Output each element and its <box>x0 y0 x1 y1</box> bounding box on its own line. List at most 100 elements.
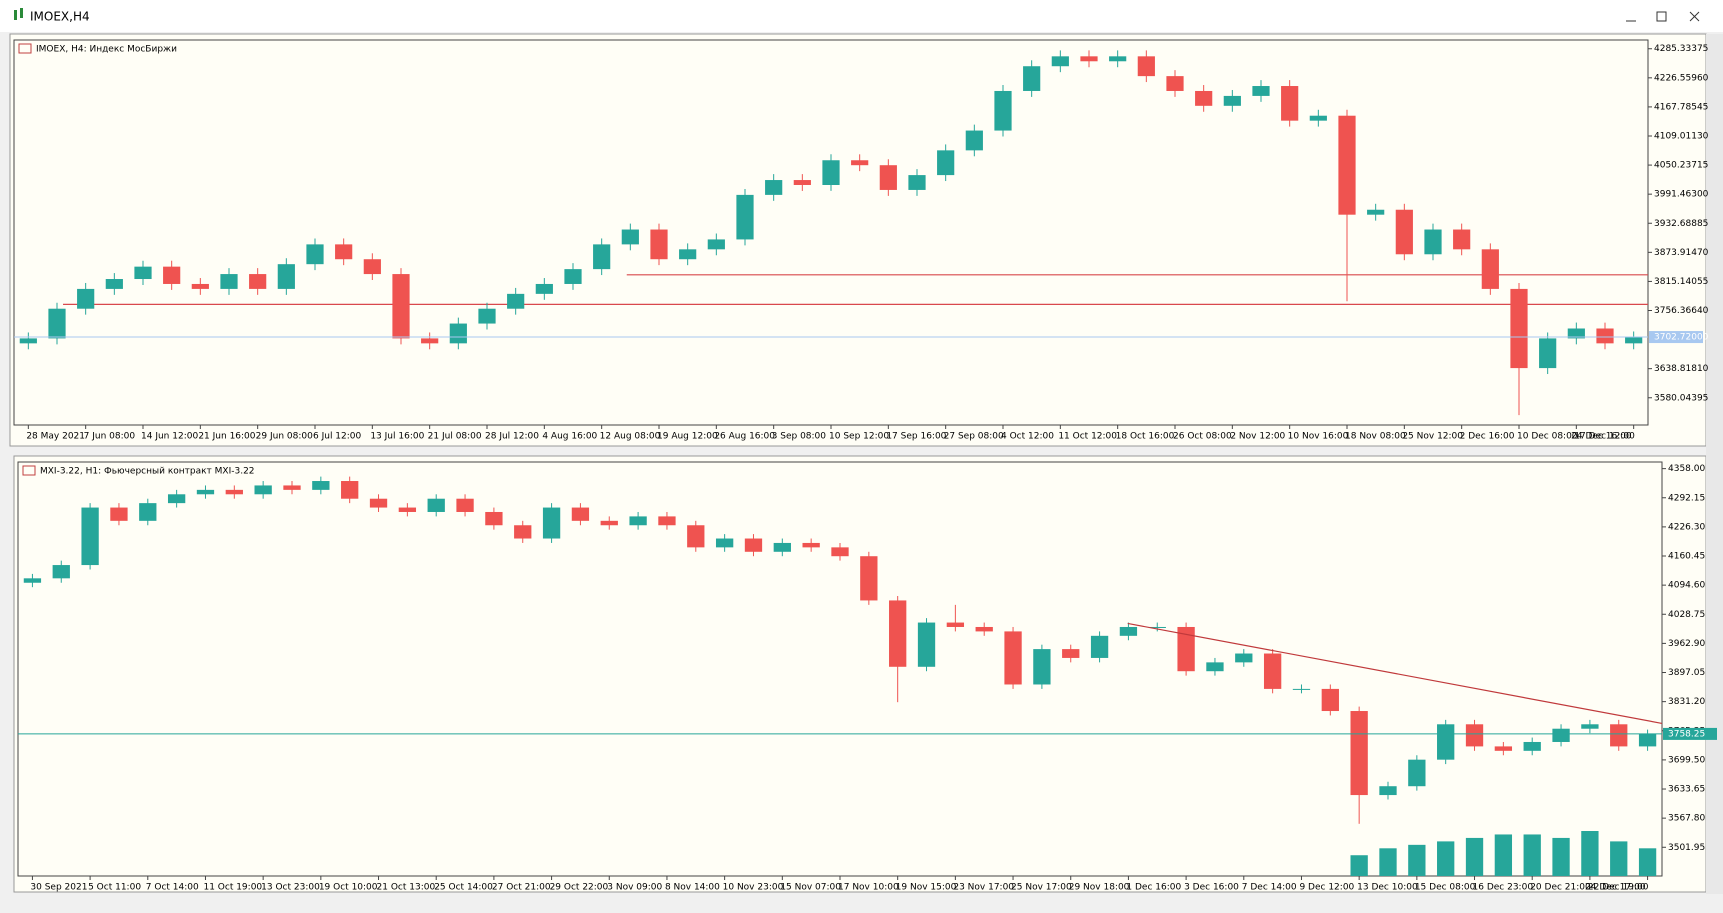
candle-body <box>1481 249 1499 289</box>
candle-body <box>542 507 561 539</box>
candle-body <box>629 516 647 526</box>
candle-body <box>449 323 467 344</box>
panel-1 <box>9 33 1707 447</box>
candle-body <box>341 481 359 499</box>
candle-body <box>564 269 582 284</box>
x-tick-label: 27 Oct 21:00 <box>492 883 551 893</box>
x-tick-label: 19 Nov 15:00 <box>896 883 957 893</box>
x-tick-label: 27 Sep 08:00 <box>944 432 1004 442</box>
chart-title: MXI-3.22, H1: Фьючерсный контракт MXI-3.… <box>40 467 255 477</box>
y-tick-label: 3633.65 <box>1668 785 1705 795</box>
x-tick-label: 24 Dec 16:00 <box>1571 432 1632 442</box>
y-tick-label: 3580.04395 <box>1654 393 1708 403</box>
candle-body <box>802 542 820 548</box>
y-tick-label: 3756.36640 <box>1654 306 1709 316</box>
volume-bar <box>1552 837 1570 876</box>
y-tick-label: 3638.81810 <box>1654 364 1709 374</box>
candle-body <box>19 338 37 344</box>
candle-body <box>1465 724 1484 747</box>
candle-body <box>679 249 697 260</box>
y-tick-label: 4050.23715 <box>1654 161 1708 171</box>
candle-body <box>110 507 128 521</box>
last-price-label: 3758.25 <box>1668 729 1705 739</box>
window-title: IMOEX,H4 <box>30 10 90 24</box>
candle-body <box>707 239 725 250</box>
candle-body <box>1625 337 1643 344</box>
y-tick-label: 4160.45 <box>1668 552 1705 562</box>
x-tick-label: 28 Jul 12:00 <box>485 432 539 442</box>
x-tick-label: 7 Oct 14:00 <box>146 883 199 893</box>
x-tick-label: 4 Aug 16:00 <box>542 432 597 442</box>
volume-bar <box>1494 834 1513 876</box>
window-controls[interactable] <box>1626 11 1700 22</box>
x-tick-label: 17 Nov 10:00 <box>838 883 899 893</box>
candle-body <box>1309 115 1327 121</box>
y-tick-label: 4358.00 <box>1668 464 1705 474</box>
x-tick-label: 14 Jun 12:00 <box>141 432 198 442</box>
x-tick-label: 30 Sep 2021 <box>30 883 87 893</box>
app-icon <box>14 8 23 20</box>
volume-bar <box>1638 848 1657 876</box>
candle-body <box>1004 631 1022 685</box>
candle-body <box>134 266 152 280</box>
x-tick-label: 2 Dec 16:00 <box>1460 432 1515 442</box>
candle-body <box>1321 688 1339 712</box>
candle-body <box>535 283 553 294</box>
x-tick-label: 12 Aug 08:00 <box>600 432 661 442</box>
candle-body <box>514 525 532 539</box>
candle-body <box>908 175 926 190</box>
candle-body <box>1408 759 1426 787</box>
candle-body <box>860 556 878 601</box>
x-tick-label: 7 Jun 08:00 <box>84 432 136 442</box>
candle-body <box>1148 626 1166 628</box>
candle-body <box>621 229 639 245</box>
x-tick-label: 23 Nov 17:00 <box>953 883 1014 893</box>
candle-body <box>1379 786 1397 796</box>
x-tick-label: 18 Nov 08:00 <box>1345 432 1406 442</box>
candle-body <box>335 244 353 260</box>
candle-body <box>715 538 734 548</box>
x-tick-label: 2 Nov 12:00 <box>1230 432 1285 442</box>
y-tick-label: 4109.01130 <box>1654 131 1709 141</box>
x-tick-label: 8 Nov 14:00 <box>665 883 720 893</box>
y-tick-label: 3567.80 <box>1668 814 1705 824</box>
candle-body <box>1033 649 1051 685</box>
candle-body <box>105 279 123 289</box>
x-tick-label: 11 Oct 12:00 <box>1058 432 1117 442</box>
y-tick-label: 3699.50 <box>1668 755 1705 765</box>
panel-2 <box>13 455 1707 893</box>
candle-body <box>1510 288 1528 369</box>
volume-bar <box>1465 837 1484 876</box>
candle-body <box>593 244 611 270</box>
candle-body <box>23 578 42 583</box>
candle-body <box>917 622 936 667</box>
candle-body <box>306 244 324 265</box>
x-tick-label: 19 Aug 12:00 <box>657 432 718 442</box>
y-tick-label: 4094.60 <box>1668 581 1705 591</box>
x-tick-label: 15 Dec 08:00 <box>1415 883 1476 893</box>
candle-body <box>1523 741 1541 751</box>
chart-icon <box>18 43 32 54</box>
candle-body <box>1062 649 1080 658</box>
x-tick-label: 24 Dec 17:00 <box>1585 883 1646 893</box>
y-tick-label: 4226.30 <box>1668 522 1705 532</box>
candle-body <box>478 308 496 324</box>
candle-body <box>1494 746 1513 751</box>
candle-body <box>1581 724 1599 729</box>
x-tick-label: 10 Nov 23:00 <box>723 883 784 893</box>
candle-body <box>937 150 955 176</box>
candle-body <box>773 542 791 552</box>
candle-body <box>52 565 70 579</box>
candle-body <box>1206 662 1224 672</box>
candle-body <box>1610 724 1628 747</box>
last-price-box <box>1663 727 1717 740</box>
candle-body <box>1195 90 1213 106</box>
candle-body <box>225 489 243 495</box>
x-tick-label: 26 Aug 16:00 <box>714 432 775 442</box>
y-tick-label: 4028.75 <box>1668 610 1705 620</box>
candle-body <box>507 293 525 309</box>
candle-body <box>139 503 157 521</box>
candle-body <box>220 274 238 289</box>
candle-body <box>736 194 754 240</box>
